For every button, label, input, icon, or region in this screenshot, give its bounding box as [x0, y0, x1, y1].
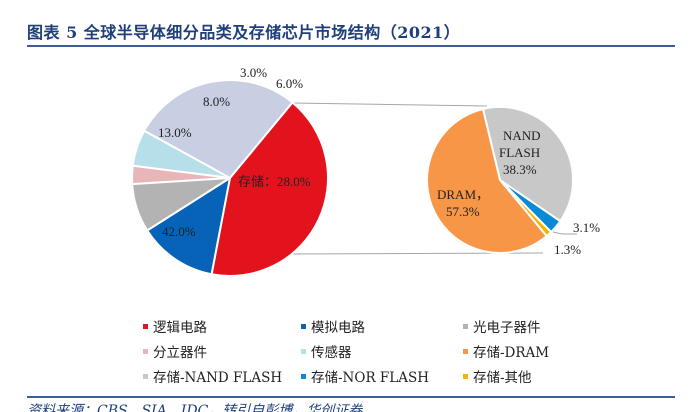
- legend-label: 模拟电路: [311, 320, 365, 336]
- figure-title: 图表 5 全球半导体细分品类及存储芯片市场结构（2021）: [27, 23, 461, 42]
- legend-swatch: [463, 373, 468, 379]
- legend-label: 存储-DRAM: [473, 345, 550, 361]
- legend-swatch: [301, 348, 306, 354]
- legend-item: 模拟电路: [301, 316, 365, 336]
- legend-swatch: [143, 323, 148, 329]
- legend-label: 存储-NOR FLASH: [311, 370, 429, 386]
- legend-item: 存储-DRAM: [463, 341, 549, 361]
- legend-item: 逻辑电路: [143, 316, 207, 336]
- legend-swatch: [463, 323, 468, 329]
- legend-swatch: [301, 373, 306, 379]
- legend-label: 传感器: [311, 345, 352, 361]
- leader-line-nor: [552, 231, 577, 235]
- label-other: 1.3%: [554, 242, 581, 257]
- pie-slice-逻辑电路: [210, 101, 329, 277]
- pie-slice-模拟电路: [145, 175, 232, 276]
- legend-item: 分立器件: [143, 341, 207, 361]
- label-analog: 13.0%: [158, 125, 192, 140]
- label-nand-2: FLASH: [499, 145, 540, 160]
- label-dram-2: 57.3%: [446, 204, 480, 219]
- label-nor: 3.1%: [573, 220, 600, 235]
- label-storage: 存储：28.0%: [238, 174, 311, 189]
- source-note: 资料来源：CBS、SIA、IDC，转引自彭博，华创证券: [27, 403, 363, 412]
- pie-slice-存储-DRAM: [426, 107, 549, 254]
- legend-label: 存储-其他: [473, 370, 532, 386]
- label-dram-1: DRAM，: [437, 187, 489, 202]
- label-discrete: 3.0%: [240, 65, 267, 80]
- label-nand-1: NAND: [503, 128, 541, 143]
- legend-swatch: [301, 323, 306, 329]
- legend-item: 存储-NOR FLASH: [301, 366, 429, 386]
- legend-swatch: [143, 373, 148, 379]
- title-divider: [27, 45, 675, 47]
- footer-divider: [27, 396, 675, 398]
- label-optoelectronic: 8.0%: [203, 94, 230, 109]
- label-logic: 42.0%: [162, 224, 196, 239]
- legend-item: 光电子器件: [463, 316, 541, 336]
- legend-swatch: [143, 348, 148, 354]
- legend-item: 传感器: [301, 341, 352, 361]
- pie-slice-存储-NAND FLASH: [481, 106, 574, 223]
- legend-item: 存储-NAND FLASH: [143, 366, 282, 386]
- label-nand-3: 38.3%: [503, 162, 537, 177]
- legend-swatch: [463, 348, 468, 354]
- legend-label: 光电子器件: [473, 320, 541, 336]
- legend-item: 存储-其他: [463, 366, 532, 386]
- connector-line-top: [291, 102, 488, 107]
- pie-slice-存储: [142, 79, 294, 180]
- label-sensor: 6.0%: [276, 76, 303, 91]
- legend-label: 分立器件: [153, 345, 207, 361]
- legend-label: 存储-NAND FLASH: [153, 370, 283, 386]
- legend-label: 逻辑电路: [153, 320, 207, 336]
